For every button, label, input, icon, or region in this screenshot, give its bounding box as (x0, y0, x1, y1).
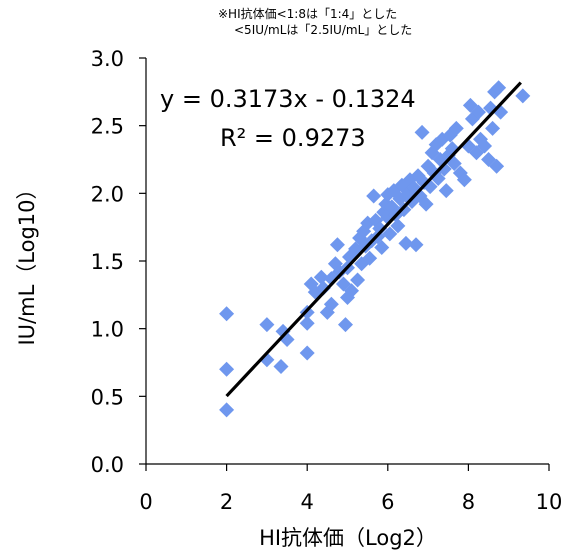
data-point (273, 359, 289, 375)
data-point (299, 315, 315, 331)
data-point (329, 237, 345, 253)
data-point (219, 402, 235, 418)
data-point (219, 306, 235, 322)
y-tick-label: 1.0 (91, 318, 124, 342)
data-point (259, 317, 275, 333)
data-point (315, 280, 331, 296)
axes: 0.0 0.5 1.0 1.5 2.0 2.5 3.0 0 2 4 6 8 10 (91, 47, 563, 514)
data-point (398, 235, 414, 251)
x-axis-label: HI抗体価（Log2） (259, 526, 437, 550)
trendline (225, 81, 522, 398)
x-tick-label: 6 (381, 490, 394, 514)
x-tick-label: 2 (220, 490, 233, 514)
note-line-2: <5IU/mLは「2.5IU/mL」とした (234, 23, 413, 37)
r-squared-label: R² = 0.9273 (220, 124, 366, 152)
data-point (313, 269, 329, 285)
y-tick-label: 2.5 (91, 115, 124, 139)
data-point (390, 218, 406, 234)
data-point (344, 283, 360, 299)
data-point (491, 80, 507, 96)
y-tick-label: 1.5 (91, 250, 124, 274)
x-tick-label: 0 (139, 490, 152, 514)
x-tick-label: 4 (301, 490, 314, 514)
y-tick-label: 3.0 (91, 47, 124, 71)
data-point (382, 226, 398, 242)
data-points (219, 80, 531, 418)
data-point (219, 361, 235, 377)
data-point (485, 120, 501, 136)
x-tick-label: 10 (536, 490, 563, 514)
data-point (456, 172, 472, 188)
data-point (446, 156, 462, 172)
y-tick-label: 2.0 (91, 182, 124, 206)
data-point (374, 239, 390, 255)
data-point (299, 345, 315, 361)
data-point (436, 161, 452, 177)
data-point (470, 104, 486, 120)
data-point (337, 317, 353, 333)
data-point (408, 237, 424, 253)
data-point (418, 196, 434, 212)
data-point (350, 272, 366, 288)
data-point (366, 188, 382, 204)
data-point (414, 124, 430, 140)
data-point (372, 221, 388, 237)
y-tick-label: 0.5 (91, 385, 124, 409)
data-point (489, 158, 505, 174)
data-point (448, 120, 464, 136)
data-point (323, 296, 339, 312)
note-line-1: ※HI抗体価<1:8は「1:4」とした (218, 7, 398, 21)
x-tick-label: 8 (462, 490, 475, 514)
trendline-equation: y = 0.3173x - 0.1324 (160, 85, 416, 113)
trendline-group (225, 81, 522, 398)
data-point (362, 250, 378, 266)
data-point (515, 88, 531, 104)
data-point (438, 183, 454, 199)
data-point (477, 138, 493, 154)
y-tick-label: 0.0 (91, 453, 124, 477)
y-axis-label: IU/mL（Log10） (15, 178, 39, 345)
